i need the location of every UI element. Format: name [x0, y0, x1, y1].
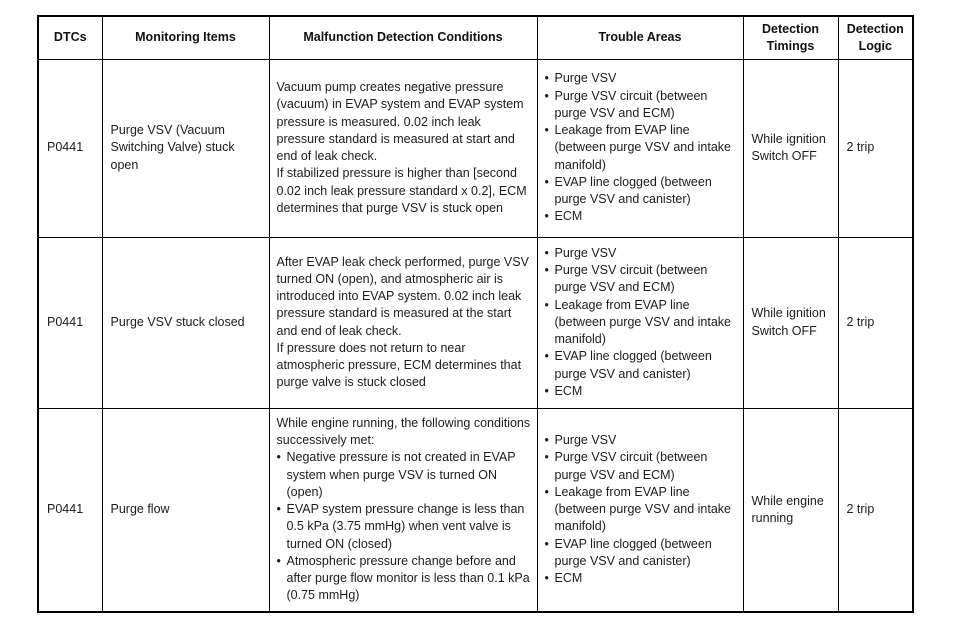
detection-timing-cell: While ignition Switch OFF	[742, 58, 839, 238]
trouble-areas-cell: Purge VSVPurge VSV circuit (between purg…	[536, 236, 744, 409]
bullet-item: Leakage from EVAP line (between purge VS…	[545, 484, 740, 536]
bullet-item: Purge VSV circuit (between purge VSV and…	[545, 449, 740, 484]
bullet-item: Leakage from EVAP line (between purge VS…	[545, 297, 740, 349]
dtc-cell: P0441	[37, 407, 103, 613]
detection-logic-cell: 2 trip	[837, 236, 914, 409]
monitoring-item-cell: Purge VSV (Vacuum Switching Valve) stuck…	[101, 58, 270, 238]
table-header-row: DTCs Monitoring Items Malfunction Detect…	[37, 15, 914, 60]
dtc-cell: P0441	[37, 236, 103, 409]
paragraph: If pressure does not return to near atmo…	[276, 340, 522, 390]
bullet-item: Atmospheric pressure change before and a…	[277, 553, 532, 605]
paragraph: After EVAP leak check performed, purge V…	[276, 254, 529, 338]
paragraph: If stabilized pressure is higher than [s…	[276, 166, 527, 215]
monitoring-item-cell: Purge VSV stuck closed	[101, 236, 270, 409]
bullet-item: EVAP line clogged (between purge VSV and…	[545, 174, 740, 209]
paragraph: While engine running, the following cond…	[276, 415, 531, 448]
paragraph: Vacuum pump creates negative pressure (v…	[276, 80, 524, 163]
col-header-detection-timings: Detection Timings	[742, 15, 839, 60]
bullet-item: Purge VSV	[545, 245, 740, 263]
table-row: P0441 Purge flow While engine running, t…	[37, 407, 914, 613]
bullet-item: Purge VSV	[545, 432, 740, 450]
detection-timing-cell: While engine running	[742, 407, 839, 613]
bullet-item: ECM	[545, 383, 740, 401]
detection-logic-cell: 2 trip	[837, 407, 914, 613]
col-header-monitoring-items: Monitoring Items	[101, 15, 270, 60]
bullet-item: Purge VSV	[545, 70, 740, 88]
bullet-item: Negative pressure is not created in EVAP…	[277, 449, 532, 501]
table-row: P0441 Purge VSV (Vacuum Switching Valve)…	[37, 58, 914, 238]
malfunction-conditions-cell: After EVAP leak check performed, purge V…	[268, 236, 538, 409]
bullet-item: Leakage from EVAP line (between purge VS…	[545, 122, 740, 174]
col-header-dtcs: DTCs	[37, 15, 103, 60]
bullet-item: Purge VSV circuit (between purge VSV and…	[545, 88, 740, 123]
trouble-areas-cell: Purge VSVPurge VSV circuit (between purg…	[536, 407, 744, 613]
col-header-trouble-areas: Trouble Areas	[536, 15, 744, 60]
trouble-areas-cell: Purge VSVPurge VSV circuit (between purg…	[536, 58, 744, 238]
bullet-item: ECM	[545, 208, 740, 226]
bullet-item: EVAP system pressure change is less than…	[277, 501, 532, 553]
dtc-table: DTCs Monitoring Items Malfunction Detect…	[37, 15, 914, 613]
col-header-malfunction-detection-conditions: Malfunction Detection Conditions	[268, 15, 538, 60]
malfunction-conditions-cell: While engine running, the following cond…	[268, 407, 538, 613]
bullet-item: Purge VSV circuit (between purge VSV and…	[545, 262, 740, 297]
malfunction-conditions-cell: Vacuum pump creates negative pressure (v…	[268, 58, 538, 238]
monitoring-item-cell: Purge flow	[101, 407, 270, 613]
col-header-detection-logic: Detection Logic	[837, 15, 914, 60]
dtc-cell: P0441	[37, 58, 103, 238]
bullet-item: EVAP line clogged (between purge VSV and…	[545, 348, 740, 383]
bullet-item: EVAP line clogged (between purge VSV and…	[545, 536, 740, 571]
detection-logic-cell: 2 trip	[837, 58, 914, 238]
bullet-item: ECM	[545, 570, 740, 588]
detection-timing-cell: While ignition Switch OFF	[742, 236, 839, 409]
table-row: P0441 Purge VSV stuck closed After EVAP …	[37, 236, 914, 409]
